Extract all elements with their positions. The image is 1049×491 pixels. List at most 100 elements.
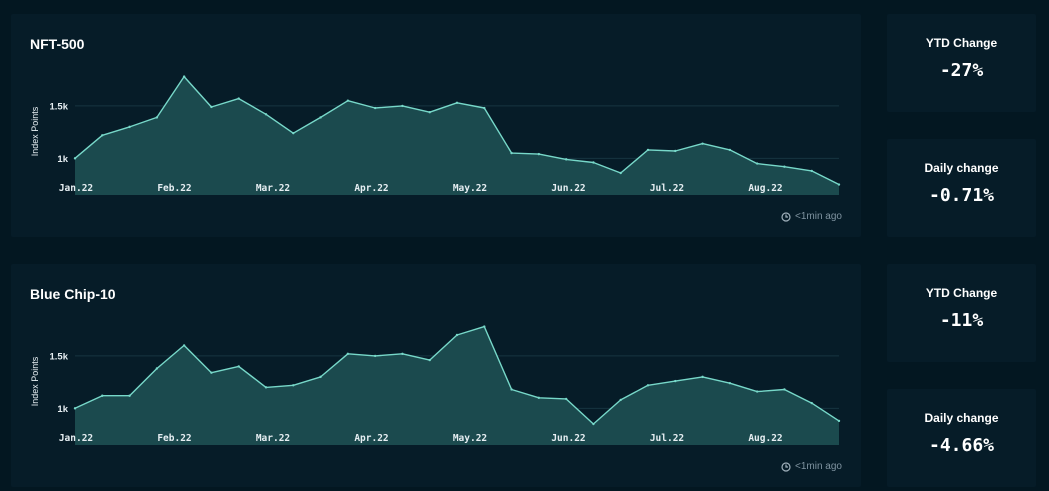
data-point [837,183,841,186]
data-point [674,379,677,383]
x-tick-label: Mar.22 [256,183,290,194]
data-point [701,375,704,379]
x-tick-label: Aug.22 [748,183,782,194]
data-point [428,111,431,114]
x-tick-label: Jul.22 [650,433,684,444]
data-point [101,394,104,397]
ytd-change-label: YTD Change [925,286,998,300]
x-tick-label: Jun.22 [551,183,585,194]
y-axis-title: Index Points [30,106,40,156]
data-point [373,354,377,358]
data-point [592,161,595,164]
ytd-change-label: YTD Change [925,36,998,50]
ytd-change-card: YTD Change -11% [887,264,1036,362]
daily-change-label: Daily change [924,161,999,175]
data-point [128,394,131,397]
data-point [483,325,486,328]
clock-icon [781,461,791,472]
data-point [346,352,350,356]
data-point [755,162,759,165]
data-point [264,386,268,389]
y-tick-label: 1k [57,154,68,165]
data-point [455,333,459,337]
y-axis-title: Index Points [30,356,40,406]
x-tick-label: Jan.22 [59,433,93,444]
x-tick-label: Aug.22 [748,433,782,444]
data-point [537,152,541,156]
data-point [701,142,704,145]
last-updated: <1min ago [781,211,842,222]
x-tick-label: Apr.22 [354,433,388,444]
data-point [155,367,159,370]
data-point [810,169,813,173]
data-point [264,113,268,116]
x-tick-label: Jun.22 [551,433,585,444]
clock-icon [781,211,791,222]
area-fill [75,326,839,445]
blue-chip-10-area-chart[interactable]: 1.5k 1k Index Points Jan.22 Feb.22 Mar.22 Apr.… [11,264,861,487]
data-point [210,371,213,374]
data-point [292,384,295,387]
x-tick-label: Feb.22 [157,183,191,194]
data-point [483,106,486,110]
ytd-change-value: -11% [939,310,984,331]
data-point [537,396,541,400]
data-point [674,149,677,153]
data-point [101,134,104,137]
data-point [755,390,759,393]
data-point [564,397,568,401]
data-point [319,375,322,379]
ytd-change-value: -27% [939,60,984,81]
data-point [128,125,131,129]
data-point [401,104,404,108]
data-point [619,171,622,175]
data-point [455,101,459,104]
data-point [428,358,431,362]
data-point [619,398,622,402]
daily-change-card: Daily change -0.71% [887,139,1036,237]
data-point [837,419,841,423]
data-point [401,352,404,356]
data-point [182,344,186,347]
data-point [73,157,77,160]
data-point [728,148,732,152]
data-point [510,388,513,391]
data-point [646,384,650,387]
data-point [73,407,77,410]
data-point [346,99,350,102]
data-point [810,401,813,405]
y-tick-label: 1.5k [50,351,69,362]
y-tick-label: 1k [57,404,68,415]
nft-500-chart-panel: NFT-500 1.5k 1k Index Points Jan.22 Feb.22 Ma… [11,14,861,237]
blue-chip-10-chart-panel: Blue Chip-10 1.5k 1k Index Points Jan.22 Feb… [11,264,861,487]
chart-title: Blue Chip-10 [30,286,116,302]
x-tick-label: Feb.22 [157,433,191,444]
last-updated: <1min ago [781,461,842,472]
x-tick-label: Jan.22 [59,183,93,194]
data-point [510,151,513,155]
nft-500-area-chart[interactable]: 1.5k 1k Index Points Jan.22 Feb.22 Mar.22 Apr.… [11,14,861,237]
data-point [237,97,240,100]
x-tick-label: Jul.22 [650,183,684,194]
data-point [182,75,186,78]
data-point [783,165,786,168]
data-point [728,381,732,385]
area-fill [75,76,839,195]
last-updated-text: <1min ago [795,211,842,222]
data-point [319,116,322,119]
data-point [783,388,786,391]
x-tick-label: Mar.22 [256,433,290,444]
x-tick-label: May.22 [453,433,487,444]
data-point [564,158,568,161]
daily-change-card: Daily change -4.66% [887,389,1036,487]
data-point [373,106,377,110]
daily-change-label: Daily change [924,411,999,425]
data-point [210,105,213,109]
daily-change-value: -4.66% [928,435,995,456]
y-tick-label: 1.5k [50,101,69,112]
last-updated-text: <1min ago [795,461,842,472]
data-point [155,116,159,119]
data-point [592,422,595,426]
x-tick-label: May.22 [453,183,487,194]
ytd-change-card: YTD Change -27% [887,14,1036,112]
